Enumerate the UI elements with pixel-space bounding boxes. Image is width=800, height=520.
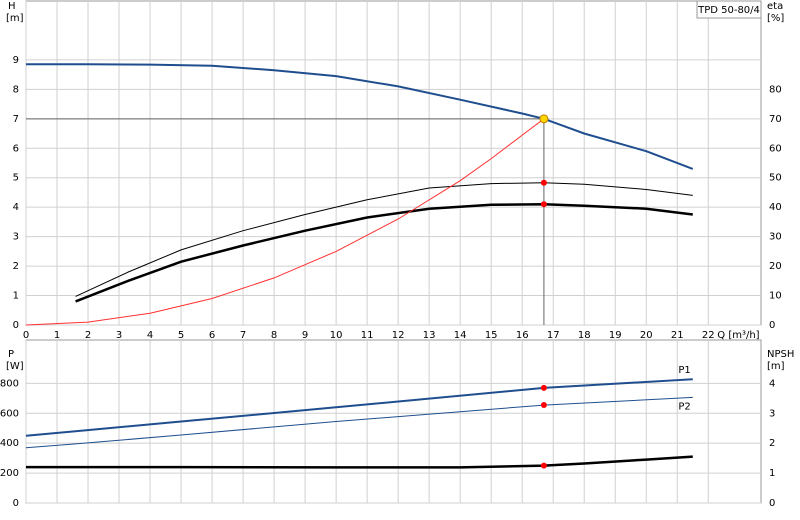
x-tick-label: 12 [392, 330, 405, 341]
x-tick-label: 21 [671, 330, 684, 341]
curve [25, 396, 693, 449]
y2-tick-label: 60 [769, 143, 782, 154]
y-tick-label: 800 [0, 378, 19, 389]
x-tick-label: 18 [578, 330, 591, 341]
x-tick-label: 14 [454, 330, 467, 341]
x-tick-label: 20 [640, 330, 653, 341]
series-label: P1 [678, 365, 690, 376]
y2-tick-label: 10 [769, 291, 782, 302]
x-tick-label: 19 [609, 330, 622, 341]
curve [75, 202, 693, 303]
y-axis-unit: [W] [6, 361, 24, 372]
x-tick-label: 16 [516, 330, 529, 341]
y-axis-label: P [8, 349, 14, 360]
y-tick-label: 0 [13, 498, 19, 509]
y-tick-label: 0 [13, 320, 19, 331]
y2-tick-label: 0 [769, 498, 775, 509]
plot-frame [25, 339, 762, 504]
x-tick-label: 2 [85, 330, 91, 341]
y2-tick-label: 40 [769, 202, 782, 213]
y2-tick-label: 80 [769, 84, 782, 95]
y-tick-label: 4 [13, 202, 19, 213]
y2-tick-label: 0 [769, 320, 775, 331]
y-axis-unit: [m] [6, 13, 24, 24]
y2-tick-label: 2 [769, 438, 775, 449]
y-tick-label: 7 [13, 114, 19, 125]
x-tick-label: 10 [330, 330, 343, 341]
x-tick-label: 0 [23, 330, 29, 341]
curve [25, 378, 693, 437]
x-tick-label: 4 [147, 330, 153, 341]
x-tick-label: 1 [54, 330, 60, 341]
y-axis-label: H [8, 1, 16, 12]
duty-marker [540, 402, 547, 409]
duty-marker [540, 384, 547, 391]
x-tick-label: 17 [547, 330, 560, 341]
x-tick-label: 3 [116, 330, 122, 341]
y-tick-label: 2 [13, 261, 19, 272]
y2-tick-label: 4 [769, 378, 775, 389]
y-tick-label: 600 [0, 408, 19, 419]
y-tick-label: 3 [13, 232, 19, 243]
duty-marker [540, 179, 547, 186]
y2-tick-label: 50 [769, 173, 782, 184]
y2-axis-label: NPSH [767, 349, 794, 360]
curve [75, 182, 693, 297]
y2-tick-label: 3 [769, 408, 775, 419]
y2-axis-unit: [%] [767, 13, 784, 24]
y-tick-label: 200 [0, 468, 19, 479]
y2-tick-label: 70 [769, 114, 782, 125]
x-tick-label: 15 [485, 330, 498, 341]
y-tick-label: 400 [0, 438, 19, 449]
y2-tick-label: 1 [769, 468, 775, 479]
y2-tick-label: 20 [769, 261, 782, 272]
duty-marker [540, 201, 547, 208]
series-label: P2 [678, 401, 690, 412]
duty-marker [540, 462, 547, 469]
y-tick-label: 6 [13, 143, 19, 154]
y-tick-label: 9 [13, 55, 19, 66]
x-tick-label: 6 [209, 330, 215, 341]
x-tick-label: 13 [423, 330, 436, 341]
x-tick-label: 5 [178, 330, 184, 341]
y-tick-label: 5 [13, 173, 19, 184]
curve [26, 63, 694, 170]
duty-marker [539, 114, 549, 124]
x-tick-label: 9 [302, 330, 308, 341]
y-tick-label: 1 [13, 291, 19, 302]
curve [25, 118, 545, 326]
y2-axis-unit: [m] [767, 361, 785, 372]
y-tick-label: 8 [13, 84, 19, 95]
y2-tick-label: 30 [769, 232, 782, 243]
x-tick-label: 22 [702, 330, 715, 341]
chart-title: TPD 50-80/4 [697, 5, 760, 16]
x-tick-label: 7 [240, 330, 246, 341]
x-tick-label: 8 [271, 330, 277, 341]
x-tick-label: 11 [361, 330, 374, 341]
x-axis-label: Q [m³/h] [717, 330, 759, 341]
y2-axis-label: eta [767, 1, 783, 12]
curve [26, 455, 693, 469]
title-box [696, 0, 762, 19]
plot-frame [25, 0, 762, 326]
